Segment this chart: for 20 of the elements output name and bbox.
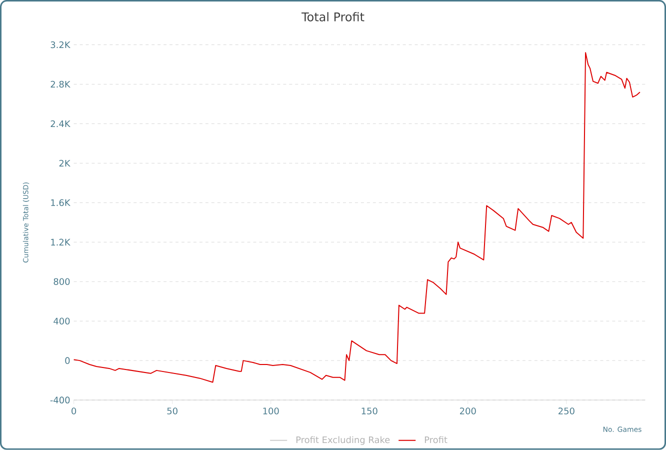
x-tick-label: 0 <box>72 408 76 414</box>
y-tick-label: 0 <box>65 357 70 364</box>
legend-label: Profit Excluding Rake <box>296 436 390 445</box>
chart-title: Total Profit <box>302 12 364 22</box>
x-tick-label: 50 <box>167 408 178 414</box>
y-tick-label: -400 <box>50 396 70 404</box>
y-tick-label: 2K <box>59 160 70 167</box>
y-tick-label: 1.6K <box>51 199 70 206</box>
line-series <box>73 52 640 383</box>
x-tick-label: 150 <box>362 408 378 414</box>
y-tick-label: 2.8K <box>50 80 70 88</box>
x-tick-label: 200 <box>460 408 476 414</box>
y-tick-label: 800 <box>54 278 70 286</box>
x-tick-label: 100 <box>263 408 279 414</box>
y-tick-label: 3.2K <box>50 41 70 48</box>
x-tick-label: 250 <box>558 408 574 414</box>
y-tick-label: 400 <box>54 318 70 325</box>
legend-label: Profit <box>424 436 448 444</box>
y-tick-label: 2.4K <box>50 120 70 128</box>
y-tick-label: 1.2K <box>51 238 70 246</box>
